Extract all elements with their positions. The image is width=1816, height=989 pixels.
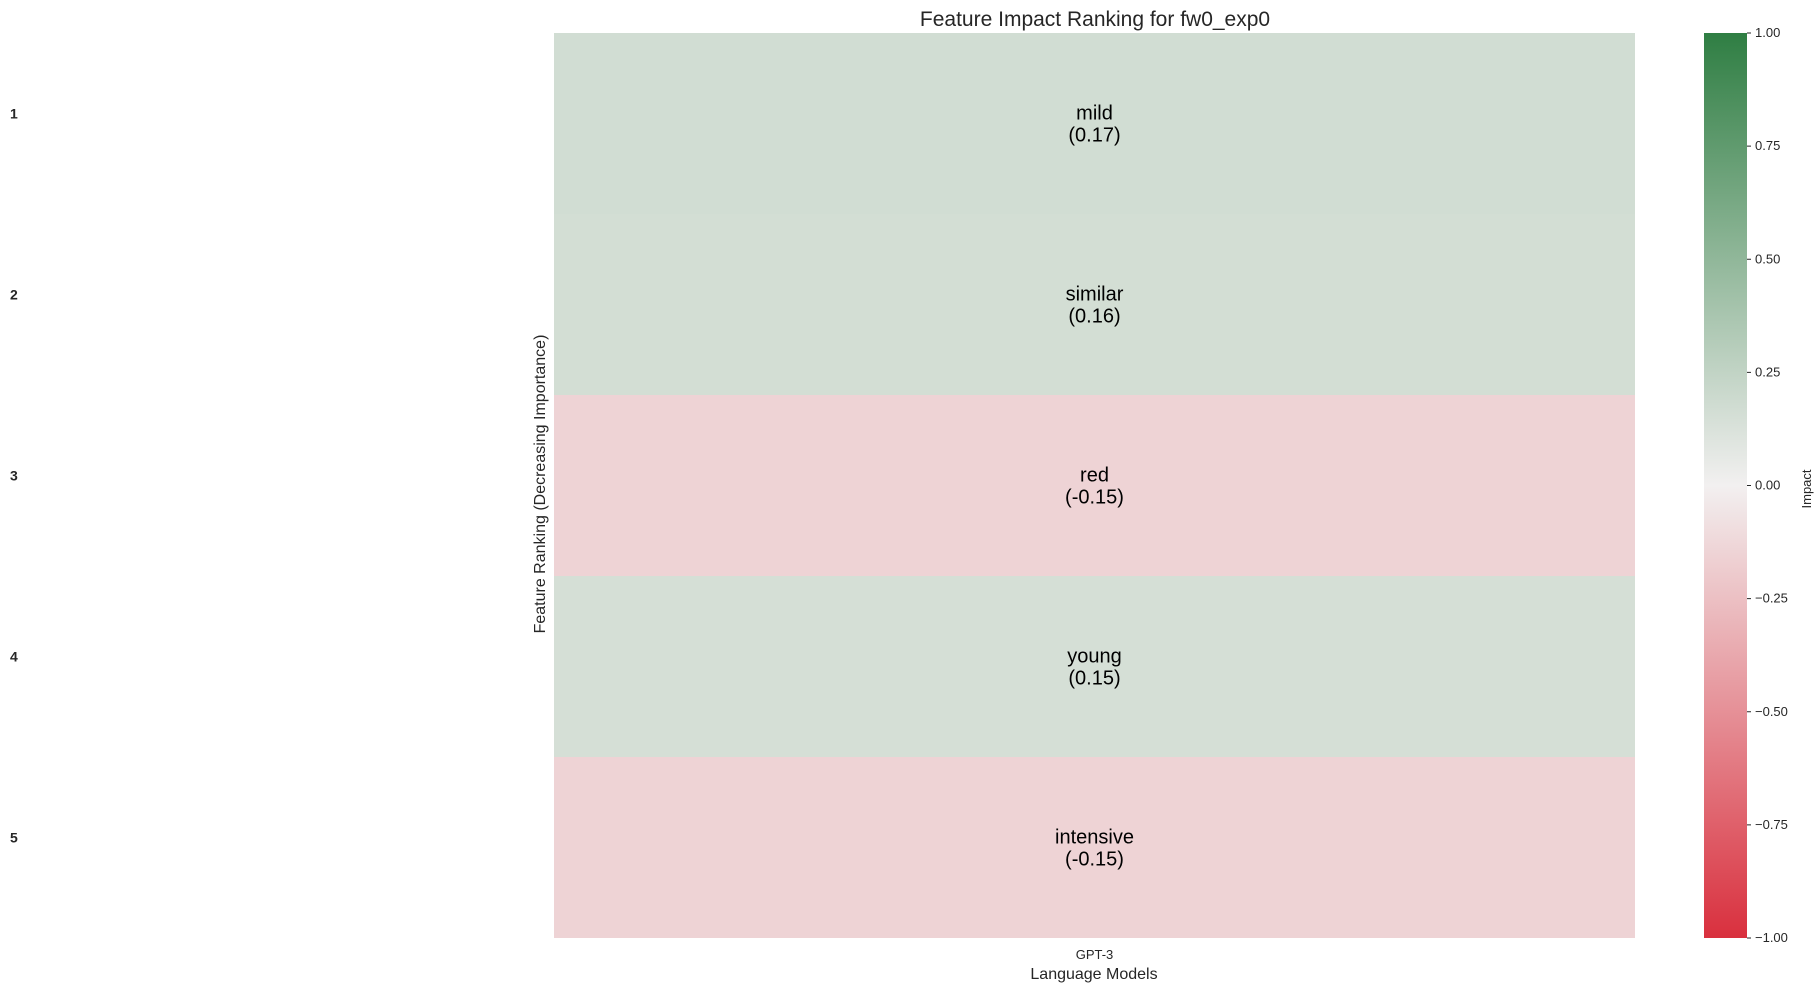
colorbar-tick-label: −1.00 bbox=[1755, 930, 1788, 945]
colorbar-tick-label: −0.25 bbox=[1755, 591, 1788, 606]
rank-tick-label: 5 bbox=[10, 830, 18, 846]
cell-feature-label: similar bbox=[1066, 284, 1124, 306]
colorbar-tick-label: 0.50 bbox=[1755, 251, 1780, 266]
heatmap-cell-red bbox=[554, 395, 1635, 576]
x-tick-label: GPT-3 bbox=[1076, 947, 1114, 962]
colorbar-tick-label: −0.50 bbox=[1755, 704, 1788, 719]
colorbar-tick-label: 0.00 bbox=[1755, 478, 1780, 493]
y-axis-label: Feature Ranking (Decreasing Importance) bbox=[532, 335, 549, 634]
colorbar-tick-label: 0.25 bbox=[1755, 364, 1780, 379]
chart-title: Feature Impact Ranking for fw0_exp0 bbox=[920, 8, 1270, 31]
rank-tick-label: 3 bbox=[10, 468, 18, 484]
colorbar-label: Impact bbox=[1799, 469, 1814, 508]
cell-value-label: (-0.15) bbox=[1065, 487, 1124, 509]
cell-value-label: (-0.15) bbox=[1065, 849, 1124, 871]
cell-value-label: (0.17) bbox=[1068, 125, 1120, 147]
colorbar-tick-label: −0.75 bbox=[1755, 817, 1788, 832]
colorbar bbox=[1704, 33, 1747, 938]
rank-tick-label: 4 bbox=[10, 649, 18, 665]
heatmap-cells: mild(0.17)similar(0.16)red(-0.15)young(0… bbox=[554, 33, 1635, 938]
cell-feature-label: red bbox=[1080, 465, 1109, 487]
cell-feature-label: mild bbox=[1076, 103, 1113, 125]
colorbar-tick-label: 1.00 bbox=[1755, 25, 1780, 40]
heatmap-cell-mild bbox=[554, 33, 1635, 214]
heatmap-cell-young bbox=[554, 576, 1635, 757]
cell-value-label: (0.16) bbox=[1068, 306, 1120, 328]
colorbar-tick-label: 0.75 bbox=[1755, 138, 1780, 153]
rank-tick-label: 1 bbox=[10, 106, 18, 122]
rank-tick-label: 2 bbox=[10, 287, 18, 303]
cell-feature-label: intensive bbox=[1055, 827, 1134, 849]
cell-value-label: (0.15) bbox=[1068, 668, 1120, 690]
colorbar-ticks: 1.00 0.75 0.50 0.25 0.00 −0.25 −0.50 −0.75 −1.00 bbox=[1747, 25, 1788, 945]
cell-feature-label: young bbox=[1067, 646, 1122, 668]
x-axis-ticks: GPT-3 bbox=[1076, 947, 1114, 962]
y-axis-ticks: 1 2 3 4 5 bbox=[10, 106, 18, 846]
heatmap-cell-similar bbox=[554, 214, 1635, 395]
x-axis-label: Language Models bbox=[1030, 966, 1157, 983]
heatmap-cell-intensive bbox=[554, 757, 1635, 938]
